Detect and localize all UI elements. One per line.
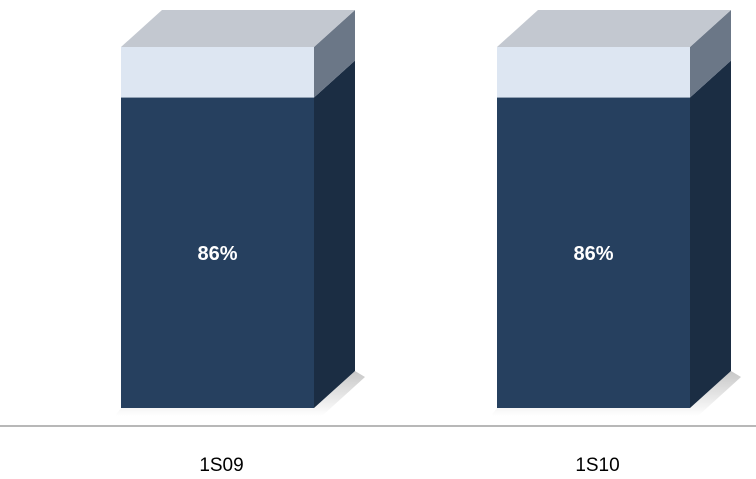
bar-1s09-segment-2-top	[121, 10, 355, 47]
bar-1s10-segment-2-side	[690, 10, 731, 98]
bar-floor-shadow	[491, 371, 741, 416]
data-label: 86%	[197, 243, 237, 265]
bar-1s10-segment-1	[497, 97, 690, 408]
bar-1s09-segment-1	[121, 97, 314, 408]
bar-1s10-segment-2	[497, 47, 690, 98]
x-tick-label: 1S10	[575, 455, 619, 476]
bar-1s10-segment-1-side	[690, 60, 731, 408]
bar-1s09-segment-2-side	[314, 10, 355, 98]
bar-1s10-segment-2-top	[497, 10, 731, 47]
data-label: 86%	[573, 243, 613, 265]
bar-floor-shadow	[115, 371, 365, 416]
x-tick-label: 1S09	[199, 455, 243, 476]
bar-1s09-segment-1-side	[314, 60, 355, 408]
bar-1s09-segment-2	[121, 47, 314, 98]
